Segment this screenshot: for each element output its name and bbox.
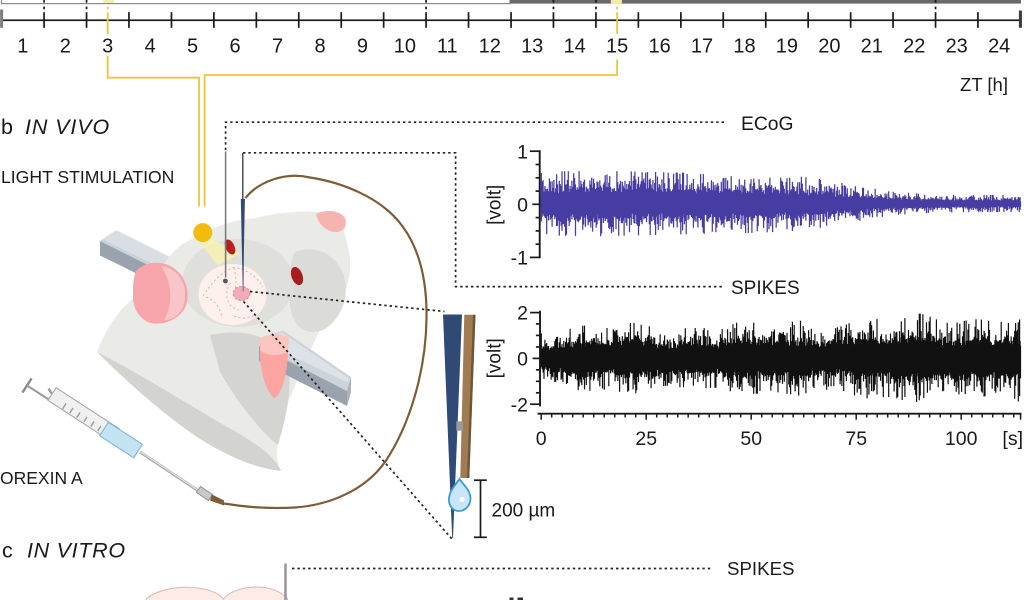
svg-text:25: 25 xyxy=(635,428,657,450)
svg-text:75: 75 xyxy=(845,428,867,450)
svg-text:-1: -1 xyxy=(511,248,528,270)
svg-text:18: 18 xyxy=(733,36,755,58)
svg-text:8: 8 xyxy=(314,36,325,58)
svg-text:21: 21 xyxy=(861,36,883,58)
svg-text:ZT [h]: ZT [h] xyxy=(960,74,1008,95)
svg-text:[volt]: [volt] xyxy=(485,338,506,378)
svg-text:23: 23 xyxy=(946,36,968,58)
svg-text:13: 13 xyxy=(521,36,543,58)
svg-text:3: 3 xyxy=(102,36,113,58)
svg-text:15: 15 xyxy=(606,36,628,58)
svg-text:0: 0 xyxy=(517,194,528,216)
svg-text:1: 1 xyxy=(517,141,528,163)
svg-text:c: c xyxy=(2,539,13,563)
svg-text:11: 11 xyxy=(437,36,458,58)
svg-text:2: 2 xyxy=(60,36,71,58)
svg-text:5: 5 xyxy=(187,36,198,58)
svg-text:17: 17 xyxy=(691,36,713,58)
svg-text:SPIKES: SPIKES xyxy=(727,558,795,579)
svg-text:16: 16 xyxy=(648,36,670,58)
svg-text:50: 50 xyxy=(740,428,762,450)
svg-text:[s]: [s] xyxy=(1002,428,1023,450)
svg-text:IN VIVO: IN VIVO xyxy=(25,115,110,139)
svg-text:20: 20 xyxy=(818,36,840,58)
svg-text:1: 1 xyxy=(17,36,28,58)
svg-text:[volt]: [volt] xyxy=(485,185,506,225)
svg-text:7: 7 xyxy=(272,36,283,58)
svg-text:0: 0 xyxy=(536,428,547,450)
svg-text:2: 2 xyxy=(517,303,528,325)
svg-text:200 µm: 200 µm xyxy=(492,501,556,522)
svg-text:6: 6 xyxy=(230,36,241,58)
svg-text:0: 0 xyxy=(517,348,528,370)
svg-text:-2: -2 xyxy=(511,394,528,416)
svg-text:ECoG: ECoG xyxy=(741,114,794,135)
svg-text:SPIKES: SPIKES xyxy=(731,278,800,299)
svg-text:24: 24 xyxy=(988,36,1010,58)
svg-text:4: 4 xyxy=(145,36,156,58)
svg-text:19: 19 xyxy=(776,36,798,58)
svg-text:14: 14 xyxy=(564,36,586,58)
svg-text:100: 100 xyxy=(945,428,978,450)
svg-text:OREXIN A: OREXIN A xyxy=(0,468,83,488)
svg-text:10: 10 xyxy=(394,36,416,58)
svg-text:22: 22 xyxy=(903,36,925,58)
svg-text:9: 9 xyxy=(357,36,368,58)
svg-text:LIGHT STIMULATION: LIGHT STIMULATION xyxy=(1,167,174,187)
svg-text:IN VITRO: IN VITRO xyxy=(27,539,126,563)
svg-text:12: 12 xyxy=(479,36,501,58)
svg-text:b: b xyxy=(1,115,13,139)
